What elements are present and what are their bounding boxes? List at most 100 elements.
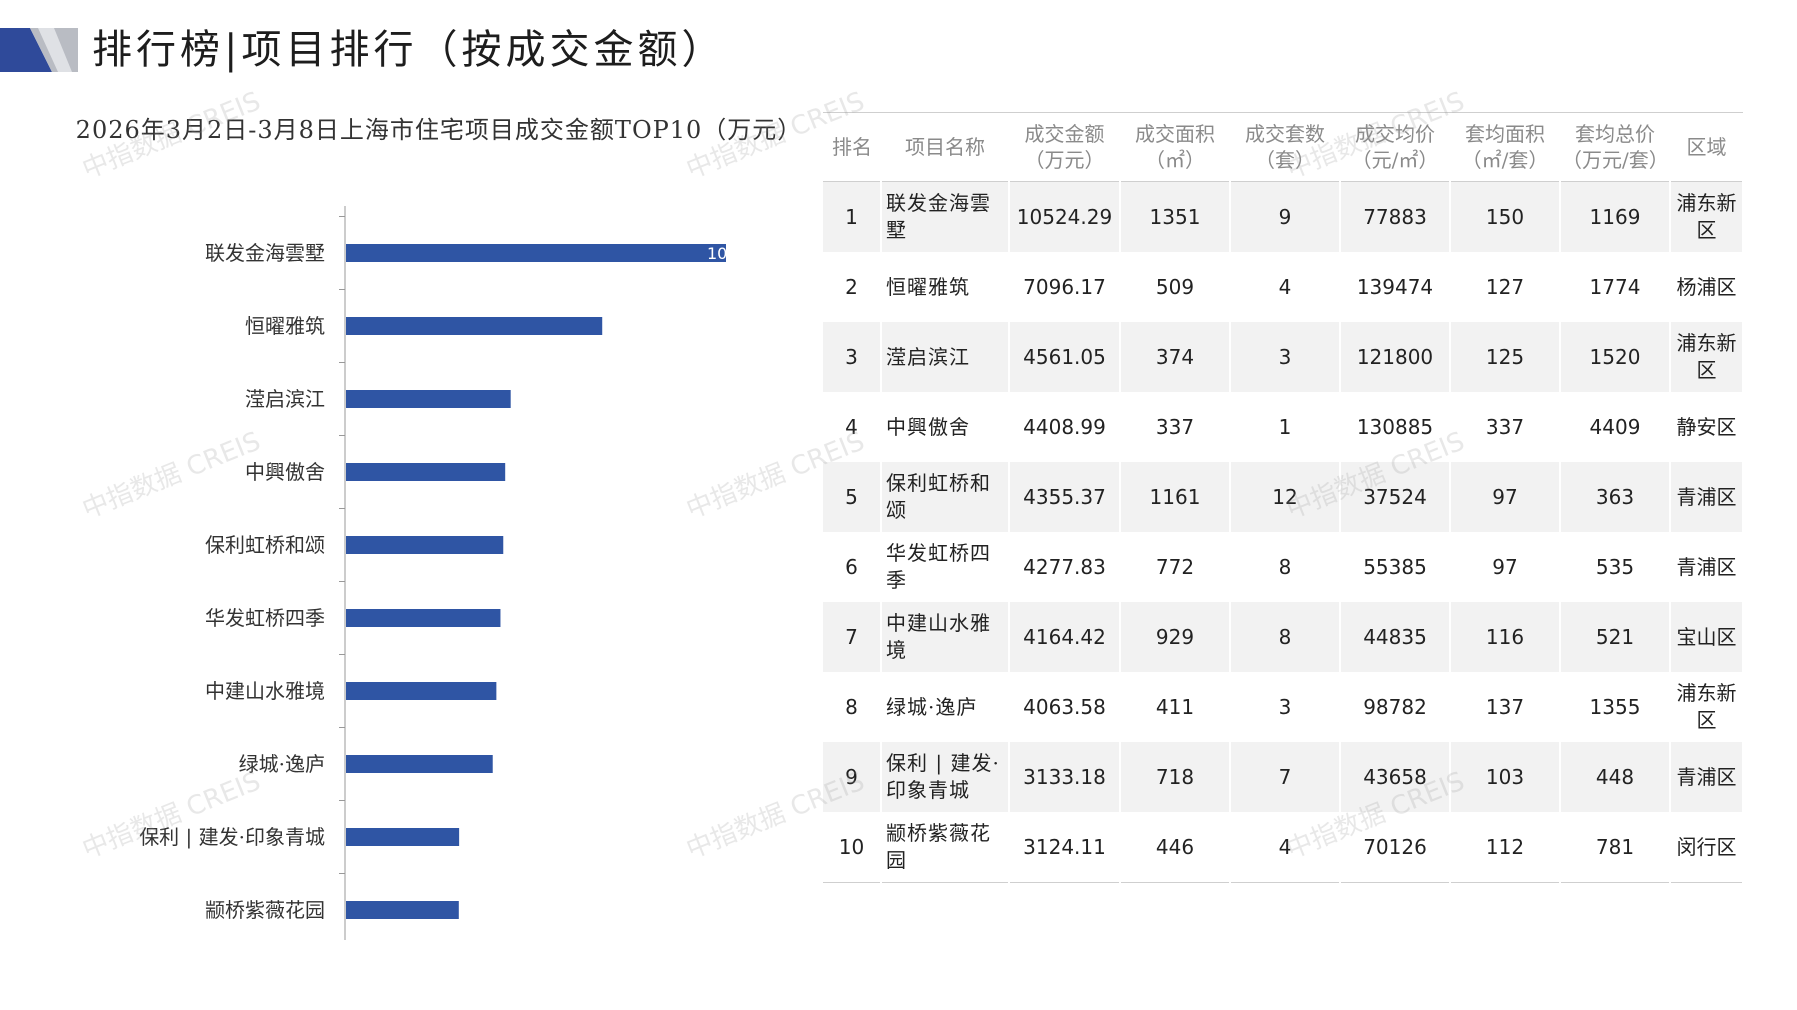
category-label: 联发金海雲墅: [205, 241, 325, 265]
units-cell: 3: [1230, 322, 1341, 392]
header-line: （元/㎡）: [1351, 148, 1439, 172]
amount-cell: 4164.42: [1009, 602, 1121, 672]
units-cell: 9: [1230, 181, 1341, 252]
table-body: 1 联发金海雲墅 10524.29 1351 9 77883 150 1169 浦东新区 2 恒曜雅…: [823, 181, 1744, 883]
area-cell: 718: [1120, 742, 1231, 812]
category-label: 华发虹桥四季: [205, 606, 325, 630]
page-title: 排行榜|项目排行（按成交金额）: [92, 27, 726, 73]
avg-price-cell: 70126: [1340, 812, 1451, 883]
area-cell: 1161: [1120, 462, 1231, 532]
units-cell: 3: [1230, 672, 1341, 742]
table-header-cell: 项目名称: [881, 112, 1009, 182]
chart-bar: [346, 901, 459, 919]
rank-cell: 8: [823, 672, 882, 742]
avg-price-cell: 55385: [1340, 532, 1451, 602]
table-row: 1 联发金海雲墅 10524.29 1351 9 77883 150 1169 浦东新区: [823, 181, 1744, 252]
amount-cell: 4561.05: [1009, 322, 1121, 392]
chart-bar: [346, 828, 460, 846]
avg-area-cell: 125: [1450, 322, 1561, 392]
amount-cell: 3124.11: [1009, 812, 1121, 883]
region-cell: 青浦区: [1670, 462, 1744, 532]
project-name-cell: 绿城·逸庐: [881, 672, 1010, 742]
region-cell: 浦东新区: [1670, 181, 1744, 252]
table-row: 8 绿城·逸庐 4063.58 411 3 98782 137 1355 浦东新区: [823, 672, 1744, 742]
table-row: 4 中興傲舍 4408.99 337 1 130885 337 4409 静安区: [823, 392, 1744, 462]
header-line: （万元/套）: [1562, 148, 1669, 172]
avg-total-cell: 1169: [1560, 181, 1671, 252]
header-line: 成交套数: [1245, 122, 1325, 146]
header-line: 成交金额: [1024, 122, 1105, 146]
header-line: 套均面积: [1465, 122, 1545, 146]
units-cell: 8: [1230, 532, 1341, 602]
units-cell: 4: [1230, 252, 1341, 322]
project-name-cell: 滢启滨江: [881, 322, 1010, 392]
table-row: 7 中建山水雅境 4164.42 929 8 44835 116 521 宝山区: [823, 602, 1744, 672]
chart-bar: [346, 536, 504, 554]
category-label: 滢启滨江: [245, 387, 325, 411]
table-header-cell: 套均面积 （㎡/套）: [1450, 112, 1560, 182]
table-header-cell: 成交金额 （万元）: [1009, 112, 1120, 182]
area-cell: 446: [1120, 812, 1231, 883]
table-header-cell: 区域: [1670, 112, 1743, 182]
table-header-cell: 成交均价 （元/㎡）: [1340, 112, 1450, 182]
rank-cell: 9: [823, 742, 882, 812]
avg-total-cell: 448: [1560, 742, 1671, 812]
avg-price-cell: 77883: [1340, 181, 1451, 252]
project-name-cell: 联发金海雲墅: [881, 181, 1010, 252]
area-cell: 374: [1120, 322, 1231, 392]
region-cell: 浦东新区: [1670, 322, 1744, 392]
units-cell: 7: [1230, 742, 1341, 812]
avg-area-cell: 112: [1450, 812, 1561, 883]
avg-area-cell: 97: [1450, 532, 1561, 602]
avg-price-cell: 139474: [1340, 252, 1451, 322]
table-header-row: 排名 项目名称 成交金额 （万元） 成交面积 （㎡） 成交套数 （套） 成交均价 （元/㎡） 套均面…: [823, 112, 1743, 182]
category-label: 中建山水雅境: [205, 679, 325, 703]
table-header-cell: 排名: [823, 112, 881, 182]
units-cell: 1: [1230, 392, 1341, 462]
table-row: 10 颛桥紫薇花园 3124.11 446 4 70126 112 781 闵行区: [823, 812, 1744, 883]
avg-area-cell: 116: [1450, 602, 1561, 672]
header-line: 成交均价: [1355, 122, 1435, 146]
header-line: 排名: [832, 135, 872, 159]
bar-chart: 联发金海雲墅 10 恒曜雅筑滢启滨江中興傲舍保利虹桥和颂华发虹桥四季中建山水雅境绿城…: [139, 206, 726, 940]
avg-price-cell: 37524: [1340, 462, 1451, 532]
chart-bar: [346, 755, 493, 773]
project-name-cell: 中興傲舍: [881, 392, 1010, 462]
chart-title: 2026年3月2日-3月8日上海市住宅项目成交金额TOP10（万元）: [75, 116, 803, 144]
rank-cell: 4: [823, 392, 882, 462]
avg-area-cell: 127: [1450, 252, 1561, 322]
area-cell: 929: [1120, 602, 1231, 672]
category-label: 中興傲舍: [245, 460, 325, 484]
avg-total-cell: 1520: [1560, 322, 1671, 392]
header-line: （㎡/套）: [1461, 148, 1549, 172]
units-cell: 4: [1230, 812, 1341, 883]
project-name-cell: 恒曜雅筑: [881, 252, 1010, 322]
area-cell: 1351: [1120, 181, 1231, 252]
avg-area-cell: 337: [1450, 392, 1561, 462]
project-name-cell: 保利 | 建发·印象青城: [881, 742, 1010, 812]
rank-cell: 10: [823, 812, 882, 883]
avg-total-cell: 535: [1560, 532, 1671, 602]
category-label: 保利虹桥和颂: [205, 533, 325, 557]
area-cell: 509: [1120, 252, 1231, 322]
table-header-cell: 套均总价 （万元/套）: [1560, 112, 1670, 182]
project-name-cell: 保利虹桥和颂: [881, 462, 1010, 532]
header-line: （万元）: [1024, 148, 1105, 172]
avg-total-cell: 1774: [1560, 252, 1671, 322]
chart-bar: [346, 244, 726, 262]
avg-area-cell: 150: [1450, 181, 1561, 252]
chart-bar: [346, 682, 497, 700]
category-label: 绿城·逸庐: [239, 752, 325, 776]
avg-total-cell: 1355: [1560, 672, 1671, 742]
region-cell: 闵行区: [1670, 812, 1744, 883]
avg-total-cell: 363: [1560, 462, 1671, 532]
chart-bar: [346, 390, 511, 408]
chart-bar: [346, 609, 501, 627]
amount-cell: 7096.17: [1009, 252, 1121, 322]
avg-price-cell: 130885: [1340, 392, 1451, 462]
rank-cell: 1: [823, 181, 882, 252]
rank-cell: 5: [823, 462, 882, 532]
project-name-cell: 中建山水雅境: [881, 602, 1010, 672]
table-row: 9 保利 | 建发·印象青城 3133.18 718 7 43658 103 448 青浦区: [823, 742, 1744, 812]
header-line: （㎡）: [1145, 148, 1205, 172]
